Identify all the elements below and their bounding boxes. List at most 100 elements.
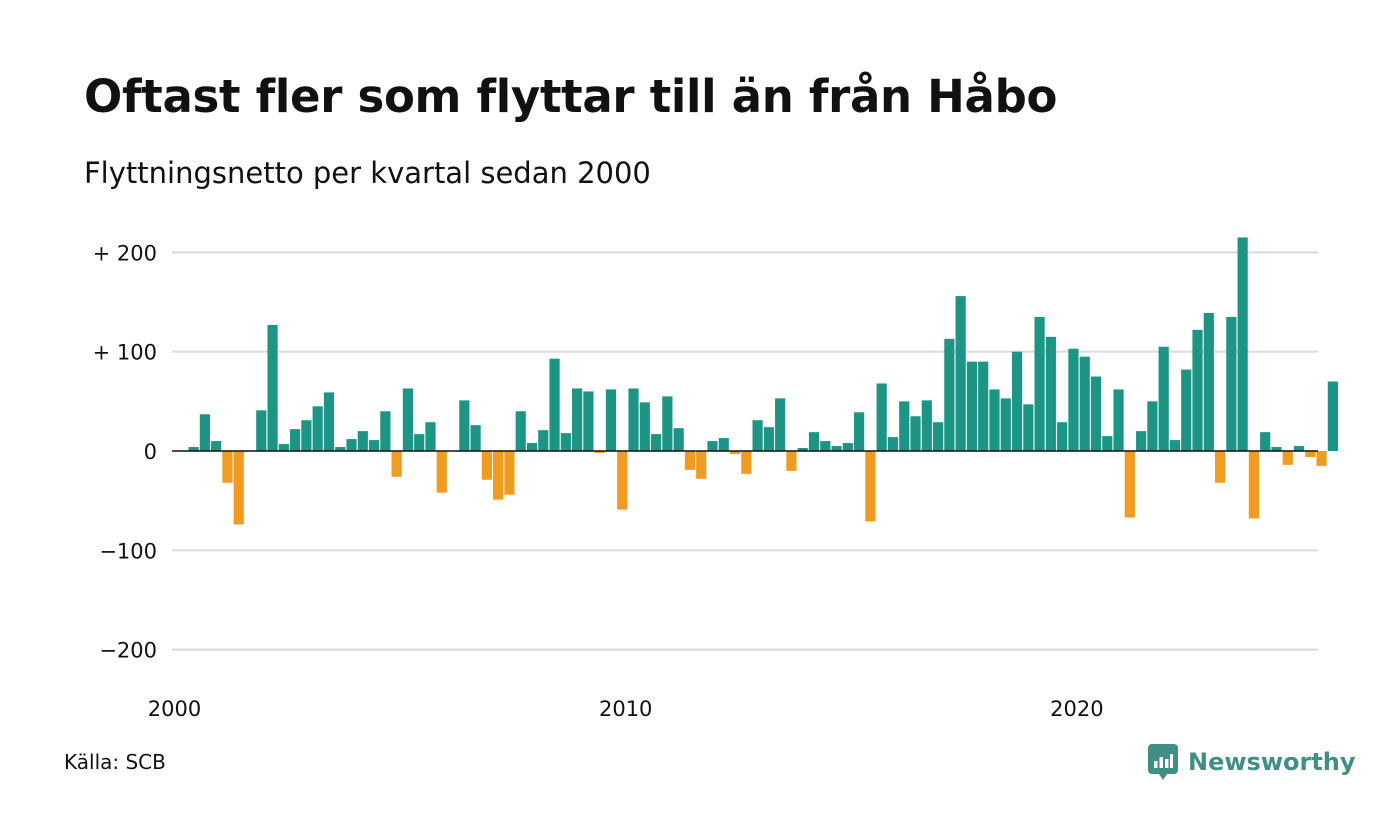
bar-2015Q2 (876, 383, 887, 451)
brand-logo: Newsworthy (1148, 744, 1356, 780)
bar-undefined (1316, 451, 1327, 466)
y-tick-label: −100 (99, 539, 157, 563)
bar-2021Q4 (1169, 440, 1181, 451)
bar-2002Q4 (312, 406, 323, 451)
bar-2001Q3 (256, 410, 267, 451)
bar-2020Q3 (1113, 389, 1124, 451)
bar-2000Q2 (199, 414, 210, 451)
chart-subtitle: Flyttningsnetto per kvartal sedan 2000 (84, 156, 651, 190)
bar-2022Q1 (1181, 369, 1192, 451)
bar-2013Q4 (808, 432, 820, 451)
bar-2024Q1 (1271, 447, 1282, 451)
bar-2017Q3 (978, 361, 989, 451)
bar-2003Q3 (346, 439, 357, 451)
source-note: Källa: SCB (64, 750, 166, 774)
bar-2005Q3 (436, 451, 447, 493)
bar-2011Q1 (684, 451, 696, 470)
bar-2019Q3 (1068, 348, 1079, 451)
bar-2002Q2 (290, 429, 301, 451)
bar-2006Q1 (459, 400, 470, 451)
bar-2013Q3 (797, 448, 808, 451)
bar-2018Q3 (1023, 404, 1034, 451)
bar-2006Q3 (481, 451, 492, 480)
bar-2003Q2 (335, 447, 346, 451)
bar-2023Q4 (1260, 432, 1271, 451)
bar-2021Q1 (1136, 431, 1147, 451)
bar-2009Q1 (594, 451, 605, 453)
bar-2019Q2 (1057, 422, 1068, 451)
bar-2010Q1 (639, 402, 650, 451)
bar-2017Q2 (966, 361, 978, 451)
bar-2023Q2 (1237, 237, 1248, 451)
bar-2008Q1 (549, 358, 560, 451)
brand-name: Newsworthy (1188, 748, 1356, 776)
bar-undefined (1327, 381, 1338, 451)
y-tick-label: −200 (99, 639, 157, 663)
bar-2015Q4 (899, 401, 910, 451)
bar-2020Q4 (1124, 451, 1135, 518)
y-tick-label: + 200 (93, 241, 157, 265)
bar-2023Q1 (1226, 316, 1237, 451)
bar-2020Q1 (1090, 376, 1102, 451)
bar-2023Q3 (1248, 451, 1260, 519)
bar-2022Q2 (1192, 329, 1203, 451)
bar-2007Q1 (504, 451, 515, 495)
x-tick-label: 2000 (148, 697, 201, 721)
bar-2010Q2 (650, 434, 662, 451)
gridlines (172, 251, 1318, 651)
bar-2000Q1 (188, 447, 199, 451)
bar-2021Q3 (1158, 346, 1169, 452)
bar-2024Q2 (1282, 451, 1293, 465)
newsworthy-logo-icon (1148, 744, 1178, 780)
bar-2002Q1 (278, 444, 289, 451)
bar-2009Q4 (628, 388, 639, 451)
bar-2022Q4 (1214, 451, 1226, 483)
bar-2011Q3 (707, 441, 718, 451)
bar-2009Q3 (617, 451, 628, 510)
bar-2014Q4 (854, 412, 865, 451)
bar-2016Q2 (921, 400, 932, 451)
x-tick-label: 2010 (599, 697, 652, 721)
bar-2007Q4 (538, 430, 549, 451)
bar-2006Q4 (493, 451, 504, 500)
x-tick-label: 2020 (1050, 697, 1103, 721)
y-tick-label: + 100 (93, 341, 157, 365)
bar-2000Q4 (222, 451, 233, 483)
bar-2001Q4 (267, 324, 278, 451)
bar-2003Q4 (357, 431, 368, 451)
bar-2009Q2 (605, 389, 617, 451)
bar-2016Q1 (910, 416, 921, 452)
bar-2014Q1 (820, 441, 831, 451)
chart-title: Oftast fler som flyttar till än från Håb… (84, 70, 1058, 123)
bar-2014Q3 (842, 443, 853, 451)
bar-2024Q4 (1305, 451, 1316, 457)
bar-2005Q2 (425, 422, 436, 451)
bar-2018Q4 (1034, 316, 1045, 451)
bar-2008Q3 (572, 388, 583, 451)
bar-2019Q4 (1079, 356, 1090, 451)
bar-2019Q1 (1045, 336, 1056, 451)
bar-2012Q3 (752, 420, 763, 451)
bar-2012Q4 (763, 427, 774, 451)
bar-2020Q2 (1102, 436, 1113, 451)
bar-2011Q2 (696, 451, 707, 479)
bar-2010Q4 (673, 428, 684, 451)
bar-2024Q3 (1293, 446, 1305, 451)
bar-2015Q1 (865, 451, 876, 522)
bar-2013Q2 (786, 451, 797, 471)
bar-2018Q2 (1011, 351, 1023, 451)
bar-2004Q2 (380, 411, 391, 451)
bar-2022Q3 (1203, 312, 1214, 451)
bar-2008Q2 (560, 433, 571, 451)
bar-2017Q4 (989, 389, 1000, 451)
bar-2014Q2 (831, 446, 842, 451)
bar-2002Q3 (301, 420, 312, 451)
bar-2003Q1 (323, 392, 335, 451)
bar-2015Q3 (887, 437, 899, 451)
y-tick-label: 0 (144, 440, 157, 464)
bar-2001Q1 (233, 451, 244, 525)
bar-2011Q4 (718, 438, 729, 451)
bar-2013Q1 (775, 398, 786, 451)
bar-2018Q1 (1000, 398, 1011, 451)
